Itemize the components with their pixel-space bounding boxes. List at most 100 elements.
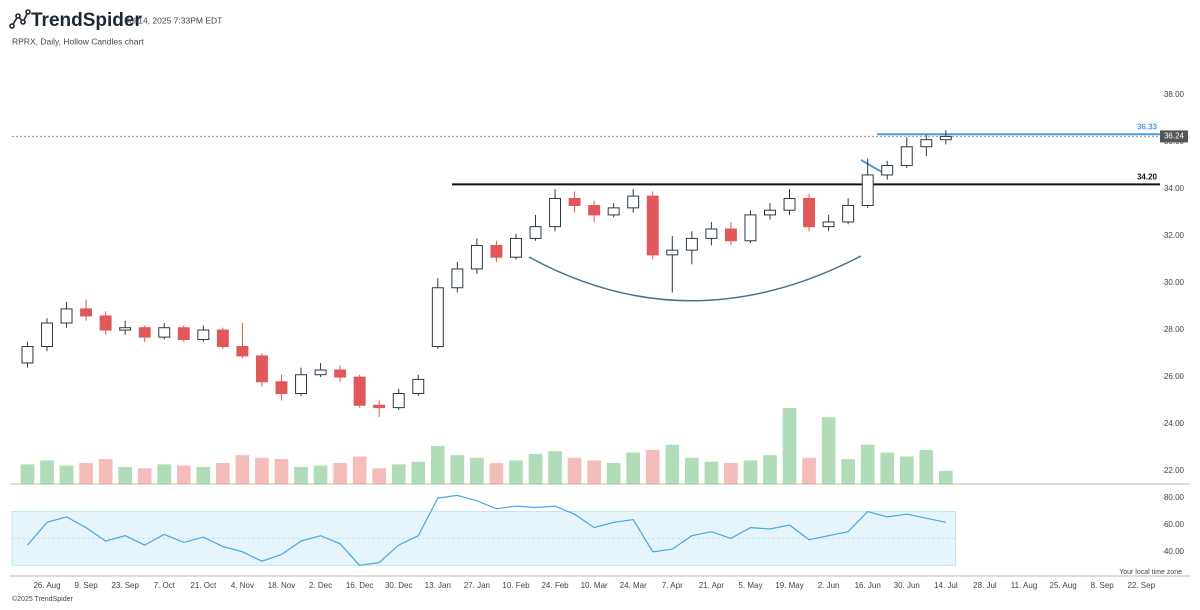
y-tick-label: 28.00 <box>1164 325 1185 334</box>
chart-title: RPRX, Daily, Hollow Candles chart <box>12 36 144 46</box>
x-tick-label: 5. May <box>738 581 762 590</box>
x-tick-label: 26. Aug <box>33 581 60 590</box>
rsi-line <box>27 494 947 566</box>
x-tick-label: 24. Mar <box>620 581 647 590</box>
volume-bar <box>333 463 347 484</box>
volume-bar <box>470 457 484 484</box>
x-tick-label: 21. Oct <box>190 581 217 590</box>
last-price-label: 36.24 <box>1164 132 1185 141</box>
candle-body <box>334 369 347 378</box>
volume-bar <box>176 465 191 484</box>
candle-body <box>920 139 933 148</box>
x-tick-label: 27. Jan <box>464 581 490 590</box>
x-tick-label: 7. Apr <box>662 581 683 590</box>
candle-body <box>373 404 386 409</box>
x-tick-label: 30. Jun <box>894 581 920 590</box>
candle-body <box>861 174 874 207</box>
candle-body <box>490 244 503 258</box>
x-tick-label: 16. Jun <box>855 581 881 590</box>
volume-bar <box>763 455 777 484</box>
candle-body <box>803 197 816 228</box>
volume-bar <box>802 457 816 484</box>
volume-bar <box>157 464 172 484</box>
candle-body <box>275 381 288 395</box>
candle-body <box>197 329 210 340</box>
timestamp: Jul 14, 2025 7:33PM EDT <box>125 15 222 25</box>
y-tick-label: 26.00 <box>1164 372 1185 381</box>
x-tick-label: 2. Dec <box>309 581 332 590</box>
candle-body <box>529 226 542 239</box>
level-label: 36.33 <box>1137 122 1158 131</box>
volume-bar <box>372 468 387 484</box>
x-tick-label: 28. Jul <box>973 581 997 590</box>
candle-body <box>60 308 73 324</box>
volume-bar <box>411 461 426 484</box>
candle-body <box>666 249 679 256</box>
volume-bar <box>20 464 35 484</box>
candle-body <box>392 393 405 409</box>
candle-body <box>939 135 952 141</box>
volume-bar <box>841 459 855 484</box>
candle-body <box>764 209 776 216</box>
candle-body <box>295 374 308 395</box>
volume-bar <box>782 408 797 484</box>
volume-bar <box>450 455 465 484</box>
brand: TrendSpider <box>31 10 142 31</box>
candle-body <box>568 197 581 207</box>
y-tick-label: 38.00 <box>1164 90 1185 99</box>
candle-body <box>881 165 894 176</box>
volume-bar <box>880 452 895 484</box>
x-tick-label: 22. Sep <box>1127 581 1155 590</box>
volume-bar <box>606 463 621 484</box>
volume-bar <box>255 457 269 484</box>
logo <box>9 9 31 29</box>
volume-bar <box>489 463 504 484</box>
y-tick-label: 24.00 <box>1164 419 1185 428</box>
volume-bar <box>587 460 601 484</box>
candle-body <box>177 327 190 340</box>
candle-body <box>705 228 718 239</box>
candle-body <box>509 237 522 258</box>
candle-body <box>470 244 483 270</box>
rsi-tick-label: 40.00 <box>1164 547 1185 556</box>
x-tick-label: 24. Feb <box>541 581 569 590</box>
volume-bar <box>645 449 660 484</box>
volume-bar <box>40 460 54 484</box>
y-tick-label: 22.00 <box>1164 466 1185 475</box>
x-tick-label: 14. Jul <box>934 581 958 590</box>
y-tick-label: 30.00 <box>1164 278 1185 287</box>
x-tick-label: 2. Jun <box>818 581 840 590</box>
footer: ©2025 TrendSpider <box>12 595 73 603</box>
volume-bar <box>196 466 211 484</box>
x-tick-label: 21. Apr <box>699 581 725 590</box>
candle-body <box>236 346 249 357</box>
cup-pattern <box>528 255 862 302</box>
x-tick-label: 11. Aug <box>1011 581 1038 590</box>
candle-body <box>80 308 93 317</box>
volume-bar <box>743 460 758 484</box>
volume-bar <box>352 456 367 484</box>
candle-body <box>353 376 366 406</box>
rsi-tick-label: 60.00 <box>1164 520 1185 529</box>
volume-bar <box>528 453 543 484</box>
x-tick-label: 9. Sep <box>75 581 99 590</box>
x-tick-label: 10. Feb <box>502 581 530 590</box>
volume-bar <box>509 460 523 484</box>
volume-bar <box>684 457 699 484</box>
candle-body <box>549 197 562 228</box>
x-tick-label: 13. Jan <box>425 581 451 590</box>
volume-bar <box>548 451 562 484</box>
volume-bar <box>724 463 738 484</box>
candle-body <box>685 237 698 251</box>
x-tick-label: 25. Aug <box>1050 581 1077 590</box>
volume-bar <box>216 463 230 484</box>
candle-body <box>822 221 835 228</box>
candle-body <box>119 327 132 331</box>
x-tick-label: 7. Oct <box>154 581 176 590</box>
volume-bar <box>294 466 308 484</box>
candle-body <box>842 205 855 223</box>
volume-bar <box>98 459 113 484</box>
volume-bar <box>939 470 953 484</box>
